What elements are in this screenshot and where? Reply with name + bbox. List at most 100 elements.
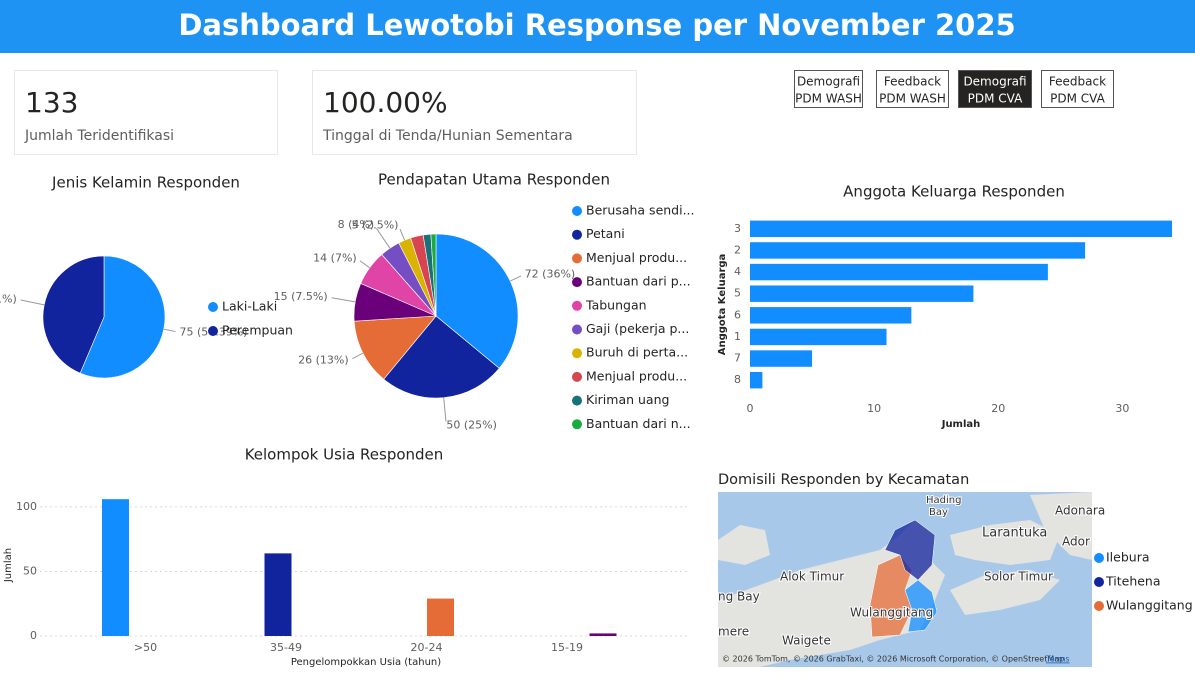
y-tick-label: 100 bbox=[16, 500, 37, 513]
map-place-label: Solor Timur bbox=[984, 570, 1053, 584]
map-region bbox=[904, 579, 938, 633]
y-tick-label: 7 bbox=[734, 352, 741, 365]
map-place-label: ng Bay bbox=[718, 590, 760, 604]
legend-marker bbox=[572, 206, 582, 216]
nav-button-label[interactable]: Demografi bbox=[797, 75, 860, 89]
map-place-label: Larantuka bbox=[982, 526, 1047, 541]
chart-title: Anggota Keluarga Responden bbox=[843, 183, 1065, 201]
legend-label: Bantuan dari n... bbox=[586, 416, 691, 431]
pie-slice bbox=[435, 233, 519, 369]
leader-line bbox=[443, 397, 447, 422]
nav-button-label[interactable]: Feedback bbox=[884, 75, 941, 89]
map-place-label: Waigete bbox=[782, 634, 831, 648]
legend-marker bbox=[1094, 553, 1104, 563]
pie-slice bbox=[79, 255, 166, 379]
chart-title: Kelompok Usia Responden bbox=[245, 446, 444, 464]
legend-label: Bantuan dari p... bbox=[586, 274, 691, 289]
legend-marker bbox=[572, 229, 582, 240]
legend-label: Buruh di perta... bbox=[586, 345, 688, 360]
legend-marker bbox=[1094, 601, 1104, 611]
bar bbox=[750, 371, 763, 389]
card-value: 133 bbox=[25, 86, 78, 119]
map-place-label: Hading bbox=[926, 495, 961, 506]
y-tick-label: 3 bbox=[734, 222, 741, 235]
header-title: Dashboard Lewotobi Response per November… bbox=[178, 8, 1015, 42]
nav-button-label[interactable]: PDM WASH bbox=[795, 92, 862, 106]
legend-marker bbox=[572, 253, 582, 264]
leader-line bbox=[20, 299, 45, 306]
y-tick-label: 0 bbox=[30, 629, 37, 642]
x-axis-title: Pengelompokkan Usia (tahun) bbox=[291, 657, 441, 668]
card bbox=[312, 70, 637, 155]
legend-marker bbox=[572, 419, 582, 430]
bar bbox=[750, 263, 1048, 281]
y-tick-label: 6 bbox=[734, 308, 741, 321]
pie-slice bbox=[430, 233, 437, 317]
data-label: 58 (43.61%) bbox=[0, 292, 17, 305]
legend-marker bbox=[1094, 577, 1104, 587]
legend-marker bbox=[208, 326, 218, 336]
y-tick-label: 2 bbox=[734, 243, 741, 256]
legend-label: Perempuan bbox=[222, 323, 293, 338]
card-label: Jumlah Teridentifikasi bbox=[24, 128, 174, 144]
legend-marker bbox=[572, 277, 582, 288]
legend-label: Tabungan bbox=[585, 297, 647, 312]
nav-button[interactable] bbox=[794, 70, 863, 108]
data-label: 72 (36%) bbox=[525, 267, 576, 280]
map-land bbox=[1030, 492, 1092, 560]
nav-button[interactable] bbox=[876, 70, 949, 108]
x-tick-label: 20-24 bbox=[411, 641, 443, 654]
legend-marker bbox=[208, 302, 218, 312]
card-label: Tinggal di Tenda/Hunian Sementara bbox=[322, 128, 573, 144]
legend-marker bbox=[572, 395, 582, 406]
nav-button[interactable] bbox=[958, 70, 1032, 108]
chart-title: Jenis Kelamin Responden bbox=[51, 174, 240, 192]
data-label: 14 (7%) bbox=[313, 251, 357, 264]
x-tick-label: 20 bbox=[991, 402, 1005, 415]
nav-button-label[interactable]: PDM CVA bbox=[1050, 92, 1105, 106]
map-place-label: Ador bbox=[1062, 535, 1090, 549]
bar bbox=[264, 553, 292, 636]
y-axis-title: Jumlah bbox=[3, 548, 14, 583]
bar bbox=[750, 328, 887, 346]
leader-line bbox=[359, 260, 370, 269]
map-place-label: Alok Timur bbox=[780, 570, 844, 584]
nav-button-label[interactable]: PDM CVA bbox=[968, 92, 1023, 106]
map-title: Domisili Responden by Kecamatan bbox=[718, 472, 969, 488]
leader-line bbox=[399, 228, 406, 241]
nav-button[interactable] bbox=[1041, 70, 1114, 108]
map-terms[interactable]: Terms bbox=[1045, 655, 1070, 664]
y-tick-label: 1 bbox=[734, 330, 741, 343]
map-land bbox=[950, 520, 1060, 565]
map-place-label: mere bbox=[718, 625, 749, 639]
nav-button-label[interactable]: Demografi bbox=[963, 75, 1026, 89]
legend-label: Berusaha sendi... bbox=[586, 203, 695, 218]
x-tick-label: 10 bbox=[867, 402, 881, 415]
bar bbox=[750, 220, 1172, 238]
legend-label: Menjual produ... bbox=[586, 368, 687, 383]
y-axis-title: Anggota Keluarga bbox=[717, 254, 728, 356]
x-tick-label: 30 bbox=[1115, 402, 1129, 415]
map-place-label: Adonara bbox=[1055, 504, 1105, 518]
x-tick-label: 0 bbox=[747, 402, 754, 415]
legend-label: Ilebura bbox=[1106, 550, 1150, 565]
legend-marker bbox=[572, 348, 582, 359]
header-bar bbox=[0, 0, 1195, 53]
legend-marker bbox=[572, 300, 582, 311]
legend-label: Petani bbox=[586, 226, 625, 241]
map-land bbox=[950, 570, 1060, 615]
data-label: 26 (13%) bbox=[298, 353, 349, 366]
legend-label: Laki-Laki bbox=[222, 299, 277, 314]
map-land bbox=[718, 525, 770, 565]
x-axis-title: Jumlah bbox=[941, 419, 981, 430]
legend-label: Wulanggitang bbox=[1106, 598, 1193, 613]
map-place-label: Bay bbox=[929, 507, 948, 518]
data-label: 50 (25%) bbox=[446, 419, 497, 432]
nav-button-label[interactable]: Feedback bbox=[1049, 75, 1106, 89]
nav-button-label[interactable]: PDM WASH bbox=[879, 92, 946, 106]
bar bbox=[750, 285, 974, 302]
legend-label: Gaji (pekerja p... bbox=[586, 321, 689, 336]
bar bbox=[750, 242, 1086, 259]
